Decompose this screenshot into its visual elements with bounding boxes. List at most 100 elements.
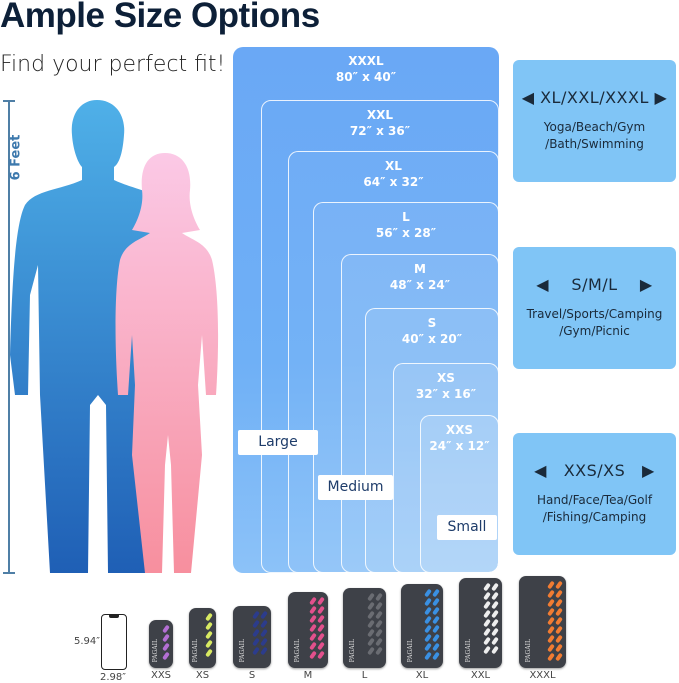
towel-stripe (260, 646, 268, 656)
towel-stripe (375, 637, 383, 647)
brand-logo: PAGAIL (349, 638, 356, 662)
towel-stripe (317, 623, 325, 633)
towel-stripe (483, 609, 491, 619)
towel-stripe (317, 614, 325, 624)
towel-stripe (367, 646, 375, 656)
towel-stripe (309, 596, 317, 606)
panel-uses: Yoga/Beach/Gym (543, 120, 646, 134)
towel-stripe (432, 606, 440, 616)
towel-stripe (205, 630, 213, 640)
towel-stripe (491, 636, 499, 646)
towel-stripe (432, 597, 440, 607)
towel-stripe (547, 643, 555, 653)
towel-size-label: XXXL (529, 670, 556, 681)
panel-uses: /Fishing/Camping (542, 510, 647, 524)
towel-stripe (547, 589, 555, 599)
towel-stripe (483, 636, 491, 646)
towel-size-label: XXL (470, 670, 491, 681)
towel-m: PAGAIL (288, 592, 328, 668)
towel-stripe (252, 637, 260, 647)
group-label-small: Small (437, 515, 497, 540)
towel-stripe (547, 634, 555, 644)
page-title: Ample Size Options (0, 0, 320, 35)
towel-stripe (432, 615, 440, 625)
towel-stripe (260, 628, 268, 638)
towel-xxs: PAGAIL (149, 620, 173, 668)
towel-stripe (367, 619, 375, 629)
size-name: S (427, 316, 437, 330)
towel-stripe (252, 646, 260, 656)
usage-panel-small: ◀ XXS/XS ▶ Hand/Face/Tea/Golf/Fishing/Cam… (513, 433, 676, 555)
size-dims: 56″ x 28″ (375, 226, 437, 240)
towel-stripe (162, 642, 170, 652)
towel-stripe (424, 606, 432, 616)
towel-stripe (367, 637, 375, 647)
towel-stripe (491, 627, 499, 637)
towel-stripe (424, 633, 432, 643)
towel-stripe (162, 651, 170, 661)
subtitle: Find your perfect fit! (0, 52, 226, 77)
towel-stripe (483, 591, 491, 601)
towel-stripe (483, 627, 491, 637)
panel-heading: ◀ XXS/XS ▶ (534, 461, 655, 480)
towel-stripe (260, 619, 268, 629)
towel-stripe (317, 641, 325, 651)
towel-stripe (205, 612, 213, 622)
towel-stripe (432, 588, 440, 598)
towel-stripe (375, 610, 383, 620)
towel-xxl: PAGAIL (459, 578, 502, 668)
brand-logo: PAGAIL (192, 638, 199, 662)
towel-stripe (317, 632, 325, 642)
towel-size-label: XXS (150, 670, 172, 681)
towel-stripe (483, 645, 491, 655)
panel-uses: /Gym/Picnic (559, 324, 630, 338)
towel-stripe (309, 641, 317, 651)
panel-heading: ◀ XL/XXL/XXXL ▶ (521, 88, 668, 107)
towel-stripe (547, 598, 555, 608)
brand-logo: PAGAIL (407, 638, 414, 662)
towel-stripe (424, 651, 432, 661)
towel-stripe (424, 615, 432, 625)
size-name: L (402, 210, 410, 224)
towel-stripe (555, 616, 563, 626)
towel-size-label: XS (195, 670, 210, 681)
ruler-top-tick (3, 100, 15, 102)
towel-stripe (375, 601, 383, 611)
panel-uses: Hand/Face/Tea/Golf (536, 493, 653, 507)
towel-stripe (555, 625, 563, 635)
towel-stripe (309, 623, 317, 633)
towel-stripe (547, 625, 555, 635)
brand-logo: PAGAIL (525, 638, 532, 662)
towel-stripe (491, 645, 499, 655)
panel-heading: ◀ S/M/L ▶ (536, 275, 653, 294)
towel-stripe (547, 580, 555, 590)
towel-stripe (367, 610, 375, 620)
towel-stripe (317, 596, 325, 606)
towel-stripe (547, 616, 555, 626)
size-dims: 72″ x 36″ (349, 124, 411, 138)
size-dims: 24″ x 12″ (429, 439, 490, 453)
size-dims: 40″ x 20″ (401, 332, 463, 346)
towel-l: PAGAIL (343, 588, 386, 668)
size-name: XXS (445, 423, 474, 437)
human-silhouettes (10, 100, 219, 573)
towel-stripe (491, 582, 499, 592)
towel-stripe (491, 591, 499, 601)
towel-stripe (162, 624, 170, 634)
towel-stripe (375, 628, 383, 638)
towel-stripe (555, 643, 563, 653)
towel-stripe (483, 600, 491, 610)
towel-xs: PAGAIL (189, 608, 216, 668)
towel-s: PAGAIL (233, 606, 271, 668)
towel-stripe (309, 605, 317, 615)
towel-stripe (547, 652, 555, 662)
towel-stripe (432, 651, 440, 661)
towel-stripe (260, 637, 268, 647)
towel-stripe (483, 582, 491, 592)
towel-stripe (424, 588, 432, 598)
panel-uses: Travel/Sports/Camping (526, 307, 663, 321)
size-name: XXL (366, 108, 394, 122)
towel-size-label: M (303, 670, 313, 681)
usage-panel-medium: ◀ S/M/L ▶ Travel/Sports/Camping/Gym/Picni… (513, 247, 676, 369)
ruler-bottom-tick (3, 572, 15, 574)
